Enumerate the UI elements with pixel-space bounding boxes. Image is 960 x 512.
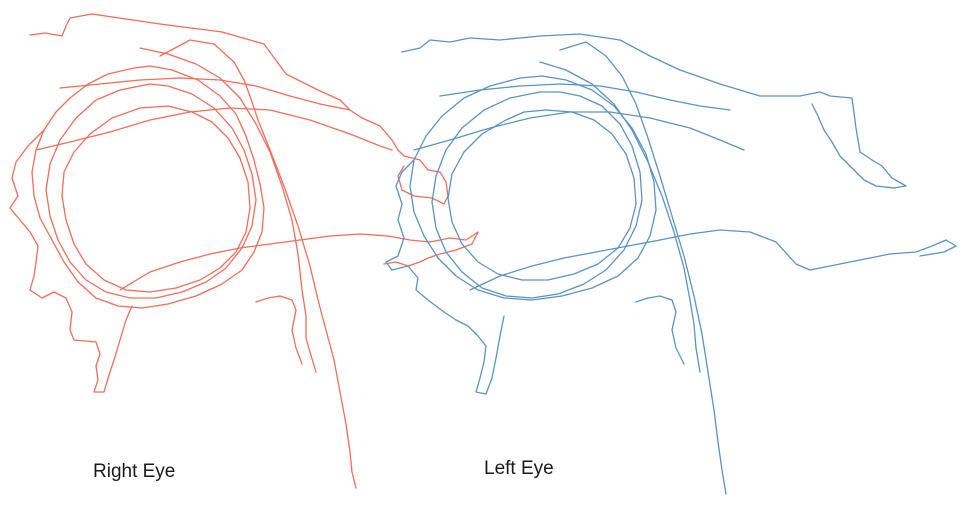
left-eye-trace-group <box>385 33 957 495</box>
right-eye-trace-mid-ring <box>45 83 257 299</box>
left-eye-trace-long-diagonal-2 <box>539 61 701 373</box>
right-eye-label: Right Eye <box>93 461 176 482</box>
left-eye-trace-inner-ring <box>447 109 637 281</box>
left-eye-trace-top-loop <box>401 33 907 189</box>
right-eye-trace-left-excursion <box>9 129 133 393</box>
right-eye-trace-lower-spur <box>255 295 303 365</box>
left-eye-trace-lower-spur <box>635 295 685 365</box>
right-eye-trace-group <box>9 13 479 489</box>
right-eye-trace-upper-cross <box>35 77 393 151</box>
left-eye-label: Left Eye <box>484 458 554 479</box>
left-eye-trace-left-excursion <box>385 159 505 395</box>
right-eye-trace-long-diagonal-1 <box>159 39 357 489</box>
right-eye-trace-outer-ring <box>31 65 265 309</box>
right-eye-trace-long-diagonal-2 <box>139 47 317 373</box>
right-eye-trace-top-loop <box>29 13 449 205</box>
right-eye-trace-inner-ring <box>61 105 251 293</box>
left-eye-trace-upper-cross <box>413 83 745 151</box>
right-eye-trace-horizontal-sweep <box>119 231 479 291</box>
left-eye-trace-horizontal-sweep <box>469 229 957 291</box>
left-eye-trace-long-diagonal-1 <box>559 41 727 495</box>
left-eye-trace-mid-ring <box>431 91 643 299</box>
